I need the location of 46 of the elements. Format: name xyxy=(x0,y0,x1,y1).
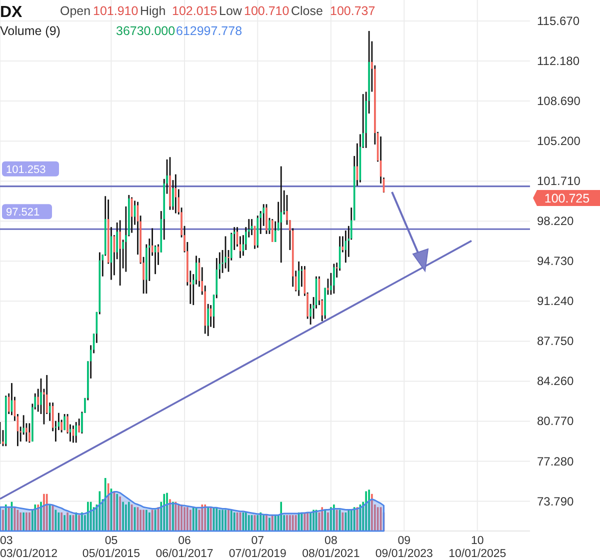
y-tick-label: 77.280 xyxy=(537,454,574,468)
x-tick-label: 10 10/01/2025 xyxy=(448,535,506,558)
candlestick xyxy=(169,156,171,211)
candlestick xyxy=(333,263,335,294)
candlestick xyxy=(75,421,77,444)
chart-title: DX xyxy=(0,4,23,21)
annotation: Open xyxy=(60,4,91,18)
y-tick-label: 101.710 xyxy=(537,174,581,188)
ref-line-label: 101.253 xyxy=(6,164,46,176)
ref-line-label: 97.521 xyxy=(6,206,40,219)
y-tick-label: 115.670 xyxy=(537,14,580,28)
annotation: Close xyxy=(291,4,324,18)
x-tick-label: 09 09/01/2023 xyxy=(375,535,433,558)
y-tick-label: 87.750 xyxy=(537,334,574,348)
annotation: 100.737 xyxy=(330,4,376,18)
annotation: 102.015 xyxy=(172,4,218,18)
candlestick xyxy=(271,218,274,243)
y-tick-label: 91.240 xyxy=(537,294,574,308)
y-tick-label: 98.220 xyxy=(537,214,574,228)
candlestick xyxy=(64,413,66,431)
candlestick xyxy=(224,236,226,270)
y-tick-label: 108.690 xyxy=(537,94,581,108)
x-tick-label: 07 07/01/2019 xyxy=(228,535,286,558)
text: 100.725 xyxy=(544,192,590,206)
x-tick-label: 05 05/01/2015 xyxy=(82,535,140,558)
x-tick-label: 08 08/01/2021 xyxy=(302,535,360,558)
y-tick-label: 112.180 xyxy=(537,54,580,68)
y-tick-label: 73.790 xyxy=(537,494,574,508)
annotation: 36730.000 xyxy=(116,24,176,38)
annotation: 612997.778 xyxy=(176,24,242,38)
chart-title: Volume (9) xyxy=(0,24,60,38)
y-tick-label: 84.260 xyxy=(537,374,574,388)
annotation: 101.910 xyxy=(93,4,138,18)
x-tick-label: 03 03/01/2012 xyxy=(0,535,58,558)
candlestick xyxy=(119,220,121,286)
annotation: High xyxy=(140,4,166,18)
annotation: 100.710 xyxy=(244,4,290,18)
x-tick-label: 06 06/01/2017 xyxy=(156,535,214,558)
y-tick-label: 94.730 xyxy=(537,254,574,268)
y-tick-label: 80.770 xyxy=(537,414,574,428)
candlestick xyxy=(266,203,268,235)
candlestick xyxy=(268,217,270,235)
candlestick xyxy=(28,422,30,444)
annotation: Low xyxy=(219,4,243,18)
candlestick xyxy=(280,166,282,264)
y-tick-label: 105.200 xyxy=(537,134,581,148)
